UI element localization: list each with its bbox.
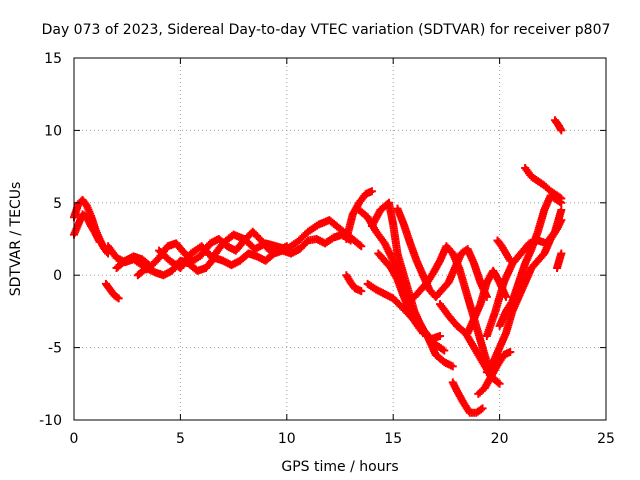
data-point: [357, 287, 366, 296]
series-track-2: [70, 210, 104, 246]
y-axis-label: SDTVAR / TECUs: [8, 182, 24, 297]
series-track-7: [155, 216, 366, 272]
data-point: [557, 206, 566, 215]
series-track-24: [521, 164, 566, 203]
y-tick-label: -10: [39, 413, 62, 429]
data-points: [70, 116, 566, 417]
data-point: [557, 194, 566, 203]
series-track-13: [355, 206, 457, 371]
series-track-15: [410, 242, 496, 381]
data-point: [506, 347, 515, 356]
series-track-9: [342, 271, 366, 296]
series-track-23: [493, 236, 515, 265]
x-tick-label: 5: [176, 431, 185, 447]
x-axis-label: GPS time / hours: [281, 459, 398, 475]
data-point: [557, 126, 566, 135]
x-tick-label: 15: [384, 431, 402, 447]
data-point: [478, 404, 487, 413]
data-point: [506, 256, 515, 265]
x-tick-label: 20: [491, 431, 509, 447]
plot-frame: [73, 57, 607, 421]
y-tick-label: -5: [48, 341, 62, 357]
series-track-22: [495, 191, 566, 330]
x-tick-label: 25: [597, 431, 615, 447]
series-track-8: [342, 187, 376, 243]
series-track-19: [474, 347, 515, 398]
data-point: [557, 249, 566, 258]
chart-title: Day 073 of 2023, Sidereal Day-to-day VTE…: [42, 22, 611, 38]
series-track-21: [482, 216, 566, 377]
series-track-17: [448, 378, 487, 417]
data-point: [448, 362, 457, 371]
series-track-25: [550, 116, 566, 135]
data-point: [114, 294, 123, 303]
axes: 0 5 10 15 20 25 -10 -5 0 5 10 15: [39, 51, 615, 447]
y-tick-label: 15: [44, 51, 62, 67]
series-track-3: [101, 279, 123, 303]
series-track-18: [463, 266, 510, 338]
data-point: [557, 216, 566, 225]
data-point: [95, 237, 104, 246]
y-tick-label: 5: [53, 196, 62, 212]
data-point: [440, 346, 449, 355]
x-tick-label: 10: [278, 431, 296, 447]
data-point: [436, 332, 445, 341]
data-point: [501, 292, 510, 301]
data-point: [367, 187, 376, 196]
data-point: [357, 242, 366, 251]
x-tick-label: 0: [70, 431, 79, 447]
y-tick-label: 10: [44, 123, 62, 139]
data-point: [495, 379, 504, 388]
series-track-26: [553, 249, 566, 272]
y-tick-label: 0: [53, 268, 62, 284]
